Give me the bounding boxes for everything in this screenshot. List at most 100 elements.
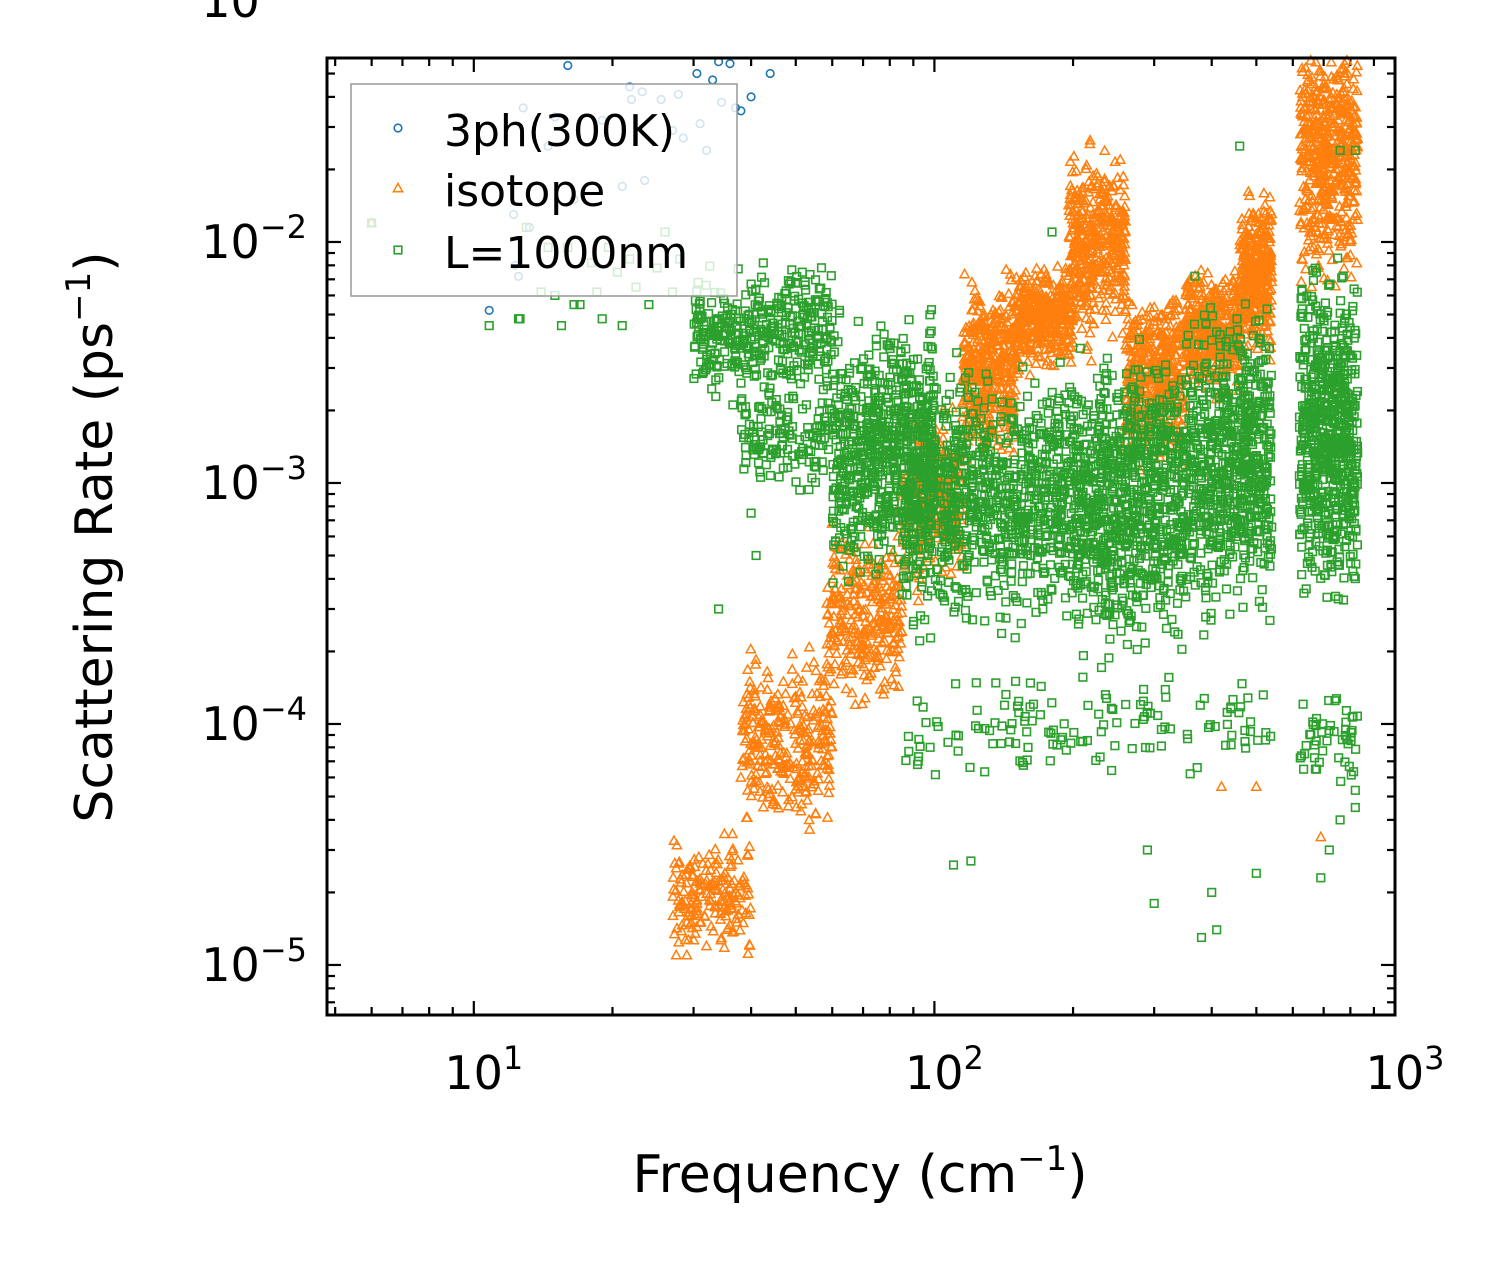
data-point-isotope: [867, 616, 879, 628]
data-point-isotope: [727, 887, 739, 899]
data-point-isotope: [1042, 309, 1055, 321]
data-point-isotope: [879, 598, 892, 609]
data-point-isotope: [996, 291, 1009, 302]
data-point-isotope: [792, 774, 805, 785]
data-point-isotope: [1068, 150, 1080, 161]
data-point-isotope: [764, 701, 776, 712]
data-point-boundary: [774, 472, 784, 482]
data-point-isotope: [680, 877, 693, 888]
data-point-isotope: [834, 590, 847, 601]
data-point-isotope: [996, 381, 1008, 393]
data-point-boundary: [740, 442, 751, 453]
data-point-isotope: [686, 868, 699, 880]
data-point-isotope: [1032, 322, 1045, 334]
data-point-isotope: [1084, 137, 1096, 149]
data-point-isotope: [974, 406, 987, 418]
data-point-isotope: [976, 309, 989, 320]
data-point-boundary: [728, 400, 738, 410]
data-point-isotope: [936, 565, 948, 576]
data-point-isotope: [1025, 290, 1037, 301]
data-point-isotope: [1029, 269, 1042, 281]
data-point-isotope: [743, 754, 756, 765]
data-point-isotope: [829, 582, 842, 594]
data-point-isotope: [812, 784, 825, 796]
data-point-isotope: [735, 771, 747, 782]
data-point-isotope: [799, 747, 811, 758]
data-point-isotope: [1063, 230, 1075, 241]
data-point-isotope: [1098, 172, 1111, 184]
data-point-isotope: [1118, 189, 1131, 201]
data-point-isotope: [736, 724, 749, 736]
data-point-isotope: [739, 717, 752, 729]
data-point-isotope: [768, 737, 781, 748]
data-point-isotope: [839, 654, 852, 665]
data-point-isotope: [697, 857, 709, 868]
data-point-isotope: [820, 705, 832, 717]
data-point-isotope: [858, 578, 871, 590]
data-point-isotope: [957, 394, 970, 406]
data-point-isotope: [945, 567, 957, 579]
data-point-isotope: [845, 667, 858, 678]
data-point-isotope: [1258, 186, 1270, 198]
data-point-isotope: [974, 330, 987, 341]
data-point-isotope: [997, 350, 1010, 362]
data-point-isotope: [769, 749, 782, 760]
data-point-isotope: [699, 910, 711, 921]
data-point-isotope: [1032, 290, 1045, 301]
data-point-isotope: [667, 871, 680, 882]
data-point-isotope: [1007, 339, 1020, 350]
data-point-isotope: [974, 320, 986, 332]
data-point-boundary: [722, 358, 732, 369]
data-point-isotope: [813, 705, 826, 717]
data-point-isotope: [691, 907, 704, 918]
data-point-isotope: [858, 660, 870, 672]
data-point-isotope: [709, 906, 722, 918]
data-point-isotope: [823, 646, 835, 658]
data-point-isotope: [687, 933, 700, 945]
data-point-isotope: [1030, 357, 1042, 368]
data-point-isotope: [1022, 277, 1034, 288]
data-point-isotope: [984, 386, 997, 398]
data-point-isotope: [1041, 354, 1054, 366]
data-point-isotope: [1011, 367, 1024, 378]
data-point-isotope: [725, 899, 738, 910]
data-point-isotope: [686, 902, 698, 913]
data-point-isotope: [799, 780, 811, 792]
data-point-isotope: [1044, 318, 1057, 330]
data-point-isotope: [998, 404, 1011, 415]
data-point-isotope: [850, 582, 862, 594]
data-point-isotope: [786, 663, 799, 674]
data-point-isotope: [859, 691, 871, 703]
data-point-isotope: [825, 740, 838, 751]
data-point-isotope: [1075, 322, 1088, 333]
data-point-isotope: [889, 661, 902, 672]
data-point-isotope: [825, 662, 837, 674]
data-point-isotope: [828, 558, 841, 569]
data-point-isotope: [1061, 333, 1073, 345]
data-point-isotope: [675, 924, 688, 936]
data-point-isotope: [807, 714, 820, 725]
data-point-boundary: [758, 258, 768, 268]
data-point-isotope: [762, 790, 774, 802]
data-point-isotope: [987, 320, 999, 331]
data-point-isotope: [732, 853, 744, 865]
data-point-isotope: [1017, 304, 1029, 316]
data-point-isotope: [876, 574, 889, 585]
data-point-isotope: [796, 755, 809, 766]
data-point-isotope: [866, 595, 879, 607]
data-point-isotope: [734, 923, 746, 935]
data-point-isotope: [743, 938, 756, 949]
data-point-isotope: [759, 767, 772, 778]
data-point-isotope: [725, 877, 738, 888]
data-point-isotope: [781, 708, 794, 719]
data-point-isotope: [967, 342, 980, 354]
data-point-isotope: [1016, 285, 1029, 296]
data-point-isotope: [1011, 352, 1024, 363]
data-point-isotope: [1050, 283, 1063, 295]
data-point-boundary: [765, 470, 775, 481]
data-point-isotope: [855, 575, 867, 587]
data-point-isotope: [1044, 338, 1057, 349]
data-point-isotope: [668, 927, 681, 939]
data-point-isotope: [767, 797, 779, 809]
data-point-isotope: [718, 941, 731, 952]
